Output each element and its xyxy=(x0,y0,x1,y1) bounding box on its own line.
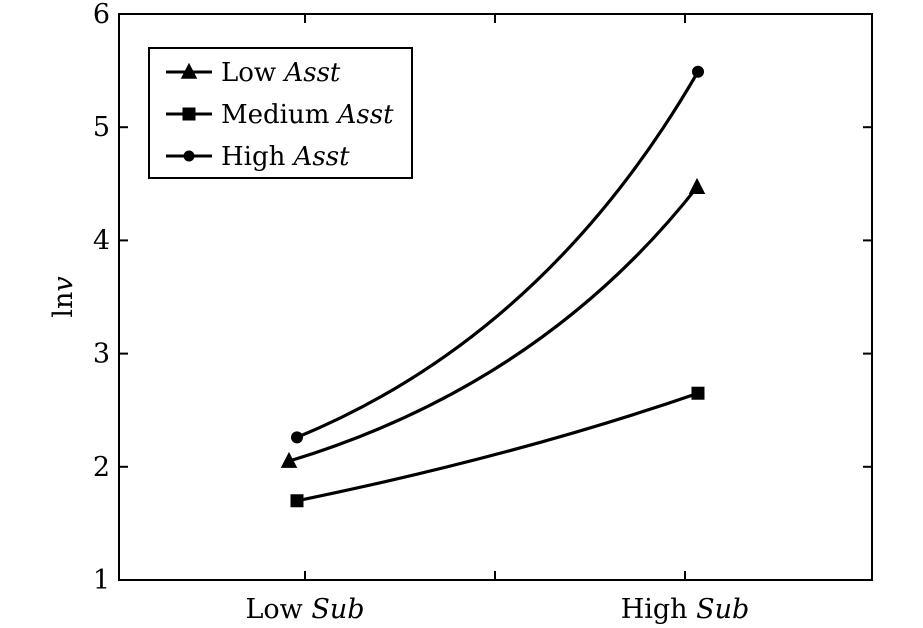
legend-label-plain: High xyxy=(221,142,294,172)
x-tick-label-italic: Sub xyxy=(696,594,749,625)
y-tick-label: 6 xyxy=(93,0,110,30)
data-point-marker xyxy=(688,177,706,194)
x-tick-label-plain: High xyxy=(621,594,696,625)
legend-label: Medium Asst xyxy=(221,100,394,130)
x-tick-label-plain: Low xyxy=(245,594,311,625)
y-axis-label-italic: v xyxy=(48,276,79,291)
legend-label-italic: Asst xyxy=(336,100,394,130)
y-tick-label: 5 xyxy=(93,112,110,143)
legend-label: Low Asst xyxy=(221,58,341,88)
series-line xyxy=(296,391,699,503)
data-point-marker xyxy=(692,65,704,78)
legend-label-plain: Low xyxy=(221,58,284,88)
legend-marker xyxy=(183,150,195,162)
data-point-marker xyxy=(280,451,298,468)
y-tick-label: 1 xyxy=(93,565,110,596)
legend-label-italic: Asst xyxy=(282,58,340,88)
legend-marker xyxy=(182,107,196,121)
x-tick-label: Low Sub xyxy=(245,594,364,625)
x-tick-label-italic: Sub xyxy=(311,594,364,625)
y-tick-label: 3 xyxy=(93,339,110,370)
series-lines xyxy=(280,65,706,508)
y-axis-label: lnv xyxy=(48,276,79,317)
series-line xyxy=(296,70,700,439)
y-tick-label: 2 xyxy=(93,452,110,483)
x-tick-label: High Sub xyxy=(621,594,750,625)
legend-label-italic: Asst xyxy=(292,142,350,172)
legend-marker xyxy=(180,62,198,79)
series-line xyxy=(288,186,699,463)
y-axis-label-plain: ln xyxy=(48,292,79,318)
data-point-marker xyxy=(691,386,705,400)
data-point-marker xyxy=(290,494,304,508)
data-point-marker xyxy=(291,431,303,444)
legend-label-plain: Medium xyxy=(221,100,338,130)
y-tick-label: 4 xyxy=(93,225,110,256)
legend-label: High Asst xyxy=(221,142,350,172)
